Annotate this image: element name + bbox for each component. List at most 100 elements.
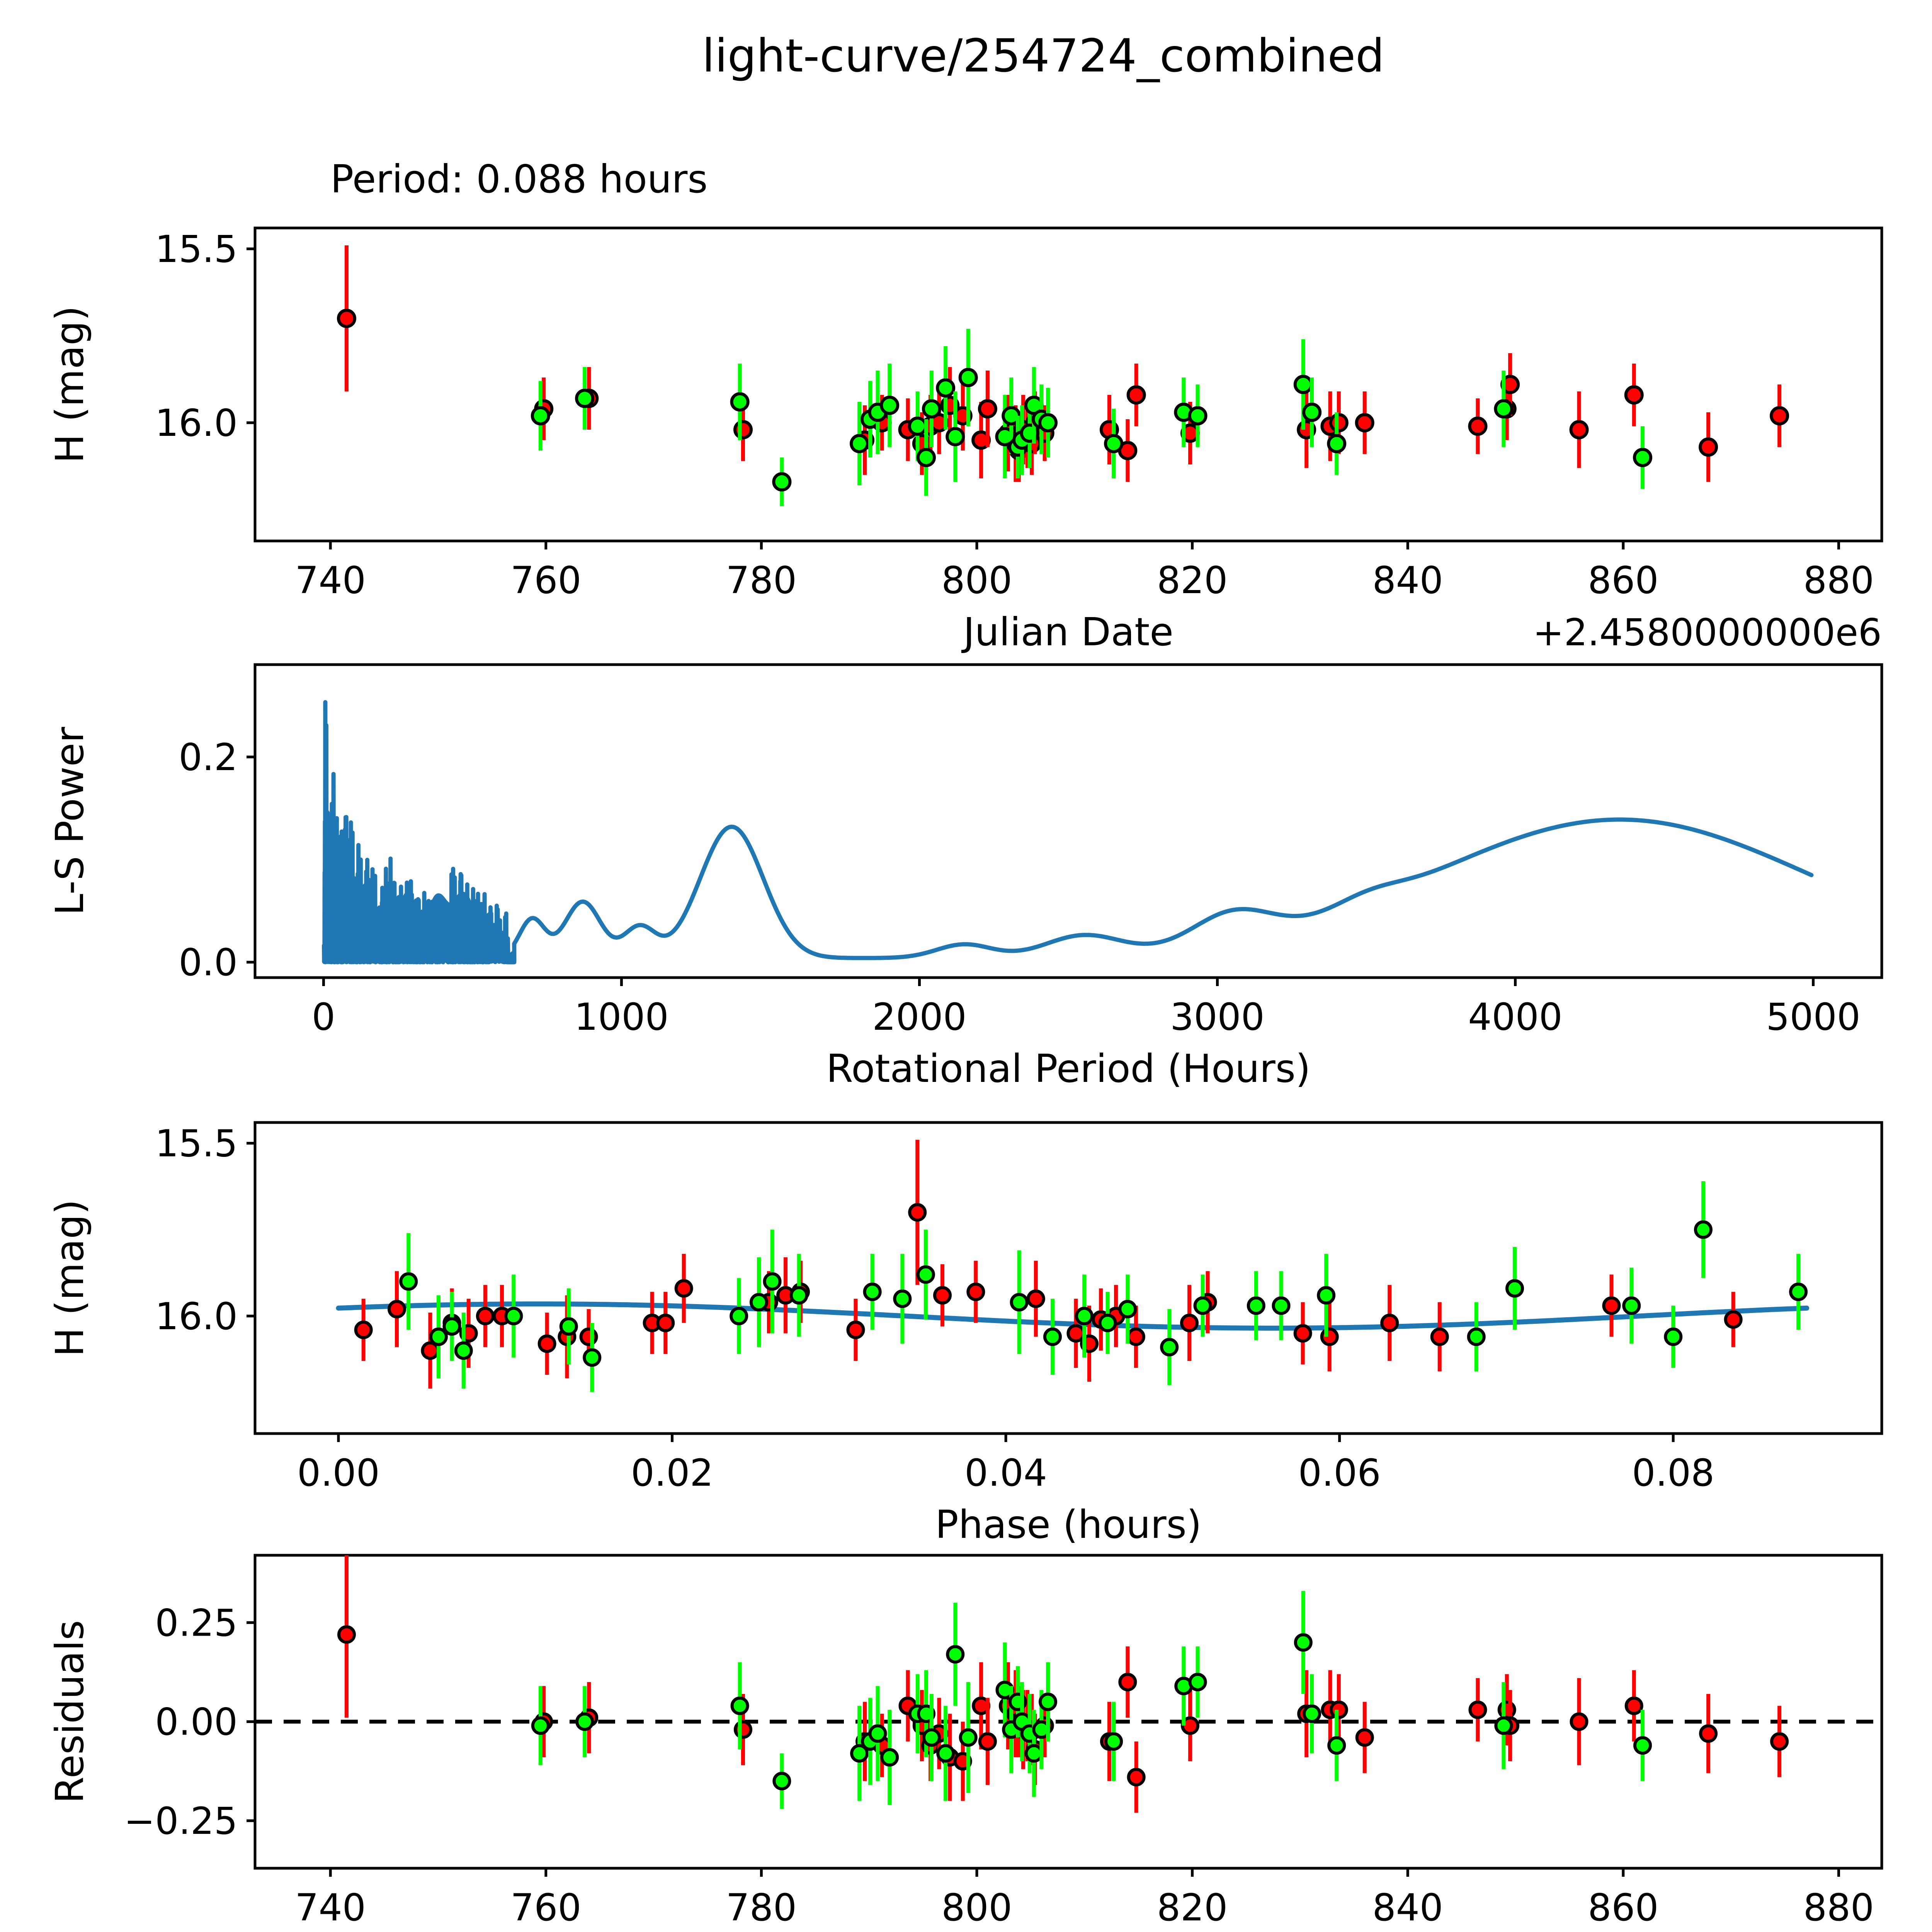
x-tick-label: 860 xyxy=(1588,1886,1658,1929)
data-point-marker xyxy=(354,1320,373,1339)
sinusoid-fit-line xyxy=(336,1301,1810,1331)
data-point-marker xyxy=(730,392,750,412)
x-tick-label: 780 xyxy=(726,1886,797,1929)
x-tick-label: 740 xyxy=(295,1886,366,1929)
y-tick-label: −0.25 xyxy=(124,1799,238,1843)
y-tick-label: 15.5 xyxy=(155,228,238,271)
data-point-marker xyxy=(1026,1289,1045,1308)
data-point-marker xyxy=(893,1289,912,1308)
x-tick-label: 880 xyxy=(1803,1886,1874,1929)
x-tick-label: 0.00 xyxy=(297,1451,380,1495)
y-tick-label: 15.5 xyxy=(155,1122,238,1165)
data-series-green xyxy=(531,329,1653,506)
data-point-marker xyxy=(933,1286,952,1305)
data-series-green xyxy=(399,1181,1808,1392)
data-point-marker xyxy=(575,389,595,408)
x-axis-label: Julian Date xyxy=(961,609,1173,655)
data-point-marker xyxy=(1066,1324,1085,1343)
data-point-marker xyxy=(1075,1306,1094,1325)
panel-residuals: 7407607808008208408608800.250.00−0.25Jul… xyxy=(0,1546,1932,1932)
x-axis-label: Phase (hours) xyxy=(935,1502,1202,1547)
data-point-marker xyxy=(674,1279,693,1298)
data-point-marker xyxy=(656,1313,675,1332)
data-point-marker xyxy=(730,1696,749,1715)
data-point-marker xyxy=(1624,1696,1643,1715)
y-axis-label: Residuals xyxy=(47,1620,92,1803)
data-point-marker xyxy=(559,1317,578,1336)
panel-light-curve: 740 760 780 800 820 840 860 880 16.0 15.5 Julian D… xyxy=(0,216,1932,655)
x-tick-label: 0.04 xyxy=(964,1451,1047,1495)
y-axis-label: L-S Power xyxy=(47,726,92,915)
data-point-marker xyxy=(1303,1704,1321,1723)
data-point-marker xyxy=(1494,399,1514,418)
y-axis-label: H (mag) xyxy=(47,1199,92,1357)
data-point-marker xyxy=(1247,1296,1265,1315)
y-tick-label: 0.00 xyxy=(155,1701,238,1744)
x-axis-label: Rotational Period (Hours) xyxy=(826,1046,1311,1091)
data-point-marker xyxy=(1569,420,1589,439)
plot-frame xyxy=(253,226,1883,543)
data-point-marker xyxy=(868,1724,887,1743)
data-point-marker xyxy=(880,396,900,415)
data-point-marker xyxy=(946,427,965,446)
data-point-marker xyxy=(1104,1732,1123,1751)
data-point-marker xyxy=(1118,1300,1137,1318)
data-point-marker xyxy=(916,1265,935,1284)
data-point-marker xyxy=(1633,1736,1652,1755)
data-point-marker xyxy=(454,1341,473,1360)
data-point-marker xyxy=(1468,417,1488,436)
data-point-marker xyxy=(772,472,792,492)
data-point-marker xyxy=(1380,1313,1399,1332)
x-tick-label: 760 xyxy=(510,559,581,602)
data-point-marker xyxy=(916,448,936,467)
y-tick-label: 16.0 xyxy=(155,401,238,445)
data-point-marker xyxy=(1467,1327,1486,1346)
data-point-marker xyxy=(1293,375,1313,394)
data-point-marker xyxy=(1664,1327,1683,1346)
data-point-marker xyxy=(966,1282,985,1301)
x-tick-label: 5000 xyxy=(1766,995,1860,1039)
data-point-marker xyxy=(531,406,550,425)
x-tick-label: 760 xyxy=(510,1886,581,1929)
data-point-marker xyxy=(1293,1324,1312,1343)
x-tick-label: 880 xyxy=(1803,559,1874,602)
data-point-marker xyxy=(1010,1293,1029,1312)
data-point-marker xyxy=(850,1744,869,1763)
data-point-marker xyxy=(850,434,869,453)
data-series-red xyxy=(337,1555,1789,1813)
x-tick-label: 0.06 xyxy=(1298,1451,1381,1495)
data-point-marker xyxy=(1160,1338,1179,1357)
data-point-marker xyxy=(959,1728,978,1747)
x-tick-label: 3000 xyxy=(1170,995,1264,1039)
data-point-marker xyxy=(946,1645,965,1664)
data-point-marker xyxy=(730,1306,748,1325)
data-point-marker xyxy=(1789,1282,1808,1301)
data-point-marker xyxy=(1770,1732,1789,1751)
data-point-marker xyxy=(337,309,356,328)
data-point-marker xyxy=(1430,1327,1449,1346)
data-point-marker xyxy=(575,1712,594,1731)
y-tick-label: 16.0 xyxy=(155,1295,238,1338)
data-point-marker xyxy=(1622,1296,1641,1315)
data-point-marker xyxy=(846,1320,865,1339)
data-point-marker xyxy=(1038,413,1058,432)
data-point-marker xyxy=(579,1327,598,1346)
data-point-marker xyxy=(1272,1296,1291,1315)
x-tick-label: 0.08 xyxy=(1632,1451,1714,1495)
data-series-red xyxy=(337,245,1789,482)
data-point-marker xyxy=(1024,1744,1043,1763)
data-point-marker xyxy=(1180,1313,1199,1332)
y-tick-label: 0.0 xyxy=(179,941,238,984)
data-point-marker xyxy=(1770,406,1789,425)
data-point-marker xyxy=(908,417,927,436)
data-point-marker xyxy=(922,399,941,418)
data-point-marker xyxy=(1043,1327,1062,1346)
data-point-marker xyxy=(1468,1700,1487,1719)
data-series-green xyxy=(531,1591,1652,1809)
data-point-marker xyxy=(789,1286,808,1305)
data-point-marker xyxy=(1181,1716,1200,1735)
panel-phase-folded: 0.00 0.02 0.04 0.06 0.08 16.0 15.5 Phase (hours… xyxy=(0,1113,1932,1547)
data-point-marker xyxy=(583,1348,602,1367)
data-point-marker xyxy=(1329,413,1349,432)
